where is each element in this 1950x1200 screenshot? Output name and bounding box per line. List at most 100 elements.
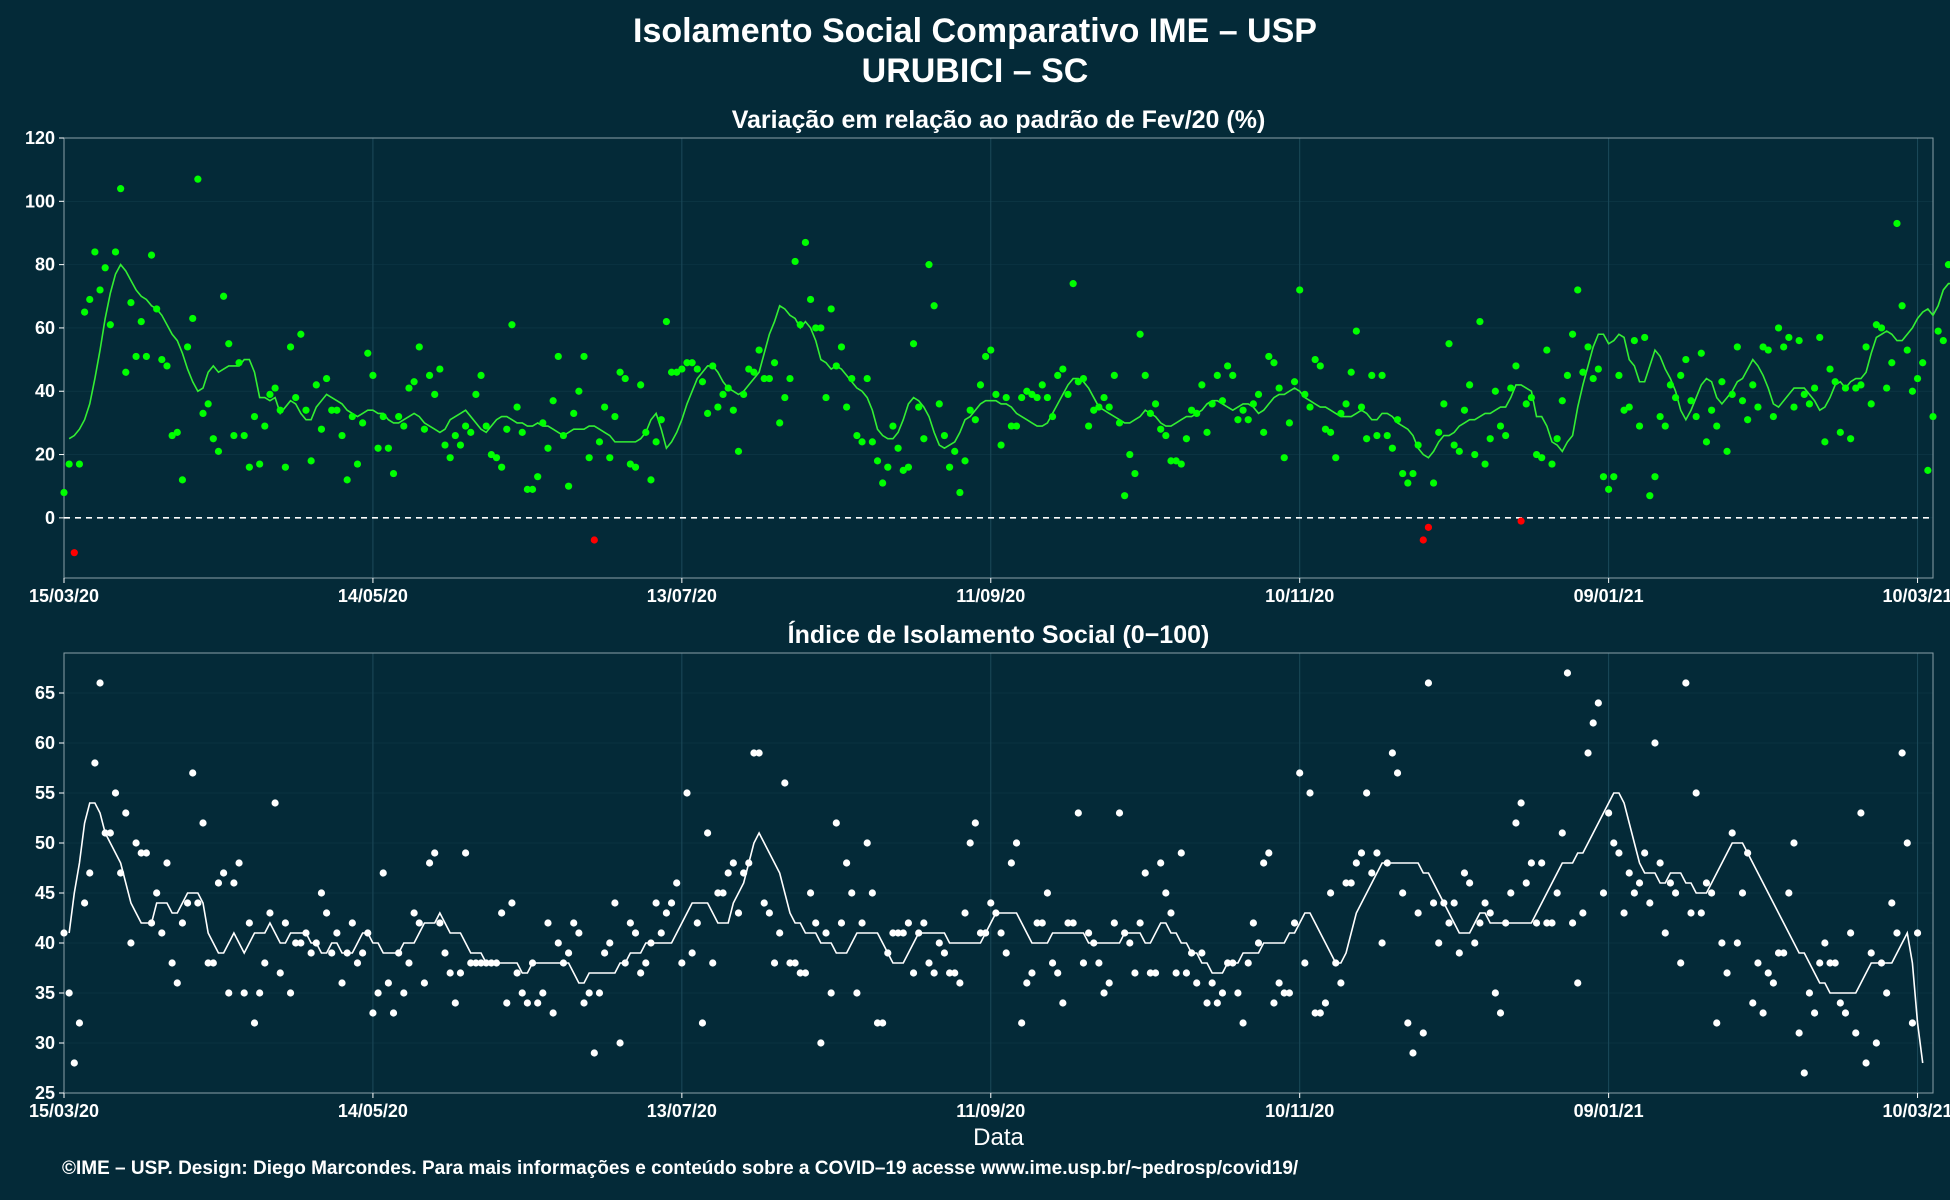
x-tick-label: 10/11/20 <box>1265 586 1334 606</box>
data-point <box>760 899 768 907</box>
data-point <box>1357 849 1366 857</box>
data-point <box>688 359 696 367</box>
data-point <box>1723 969 1731 977</box>
data-point <box>714 889 722 897</box>
data-point <box>492 454 501 462</box>
data-point <box>523 485 531 493</box>
data-point <box>261 422 269 430</box>
data-point <box>1090 406 1098 414</box>
data-point <box>487 450 495 459</box>
data-point <box>220 292 228 300</box>
data-point <box>595 438 604 446</box>
data-point <box>1908 1019 1917 1027</box>
data-point <box>1491 387 1499 395</box>
data-point <box>1260 859 1268 867</box>
data-point <box>1368 869 1376 877</box>
data-point <box>1939 336 1947 345</box>
data-point <box>693 365 701 373</box>
data-point <box>1337 979 1345 987</box>
data-point <box>1908 387 1917 395</box>
data-point <box>817 1039 825 1047</box>
data-point <box>1048 412 1057 421</box>
data-point <box>580 352 588 361</box>
data-point <box>765 374 773 383</box>
data-point <box>534 999 542 1007</box>
data-point <box>374 444 382 452</box>
data-point <box>1018 393 1026 402</box>
data-point <box>1759 1009 1767 1017</box>
data-point <box>117 185 125 193</box>
data-point <box>1486 435 1494 443</box>
data-point <box>1898 302 1906 310</box>
data-point <box>837 919 846 927</box>
data-point <box>1007 859 1015 867</box>
data-point <box>158 355 166 364</box>
data-point <box>1934 327 1942 335</box>
data-point <box>868 889 876 897</box>
data-point <box>1141 869 1149 877</box>
data-point <box>1151 400 1160 408</box>
data-point <box>513 969 521 977</box>
data-point <box>1208 400 1216 408</box>
data-point <box>1229 959 1237 967</box>
data-point <box>945 969 954 977</box>
data-point <box>1795 1029 1803 1037</box>
data-point <box>1847 929 1855 937</box>
data-point <box>250 1019 259 1027</box>
data-point <box>1532 919 1541 927</box>
data-point <box>1435 428 1443 436</box>
data-point <box>122 809 130 817</box>
data-point <box>703 829 712 837</box>
data-point <box>1651 739 1659 747</box>
data-point <box>1661 929 1669 937</box>
data-point <box>281 463 289 471</box>
data-point <box>858 919 866 927</box>
data-point <box>338 979 346 987</box>
data-point <box>472 390 480 399</box>
data-point <box>539 419 547 427</box>
data-point <box>997 929 1005 937</box>
data-point <box>966 839 974 847</box>
data-point <box>1599 473 1608 481</box>
data-point <box>101 264 109 272</box>
data-point <box>1414 909 1422 917</box>
data-point <box>657 416 665 424</box>
data-point <box>1043 393 1052 402</box>
data-point <box>1764 346 1772 354</box>
data-point <box>1749 381 1757 389</box>
data-point <box>1332 959 1340 967</box>
data-point <box>1574 979 1582 987</box>
data-point <box>333 406 341 414</box>
data-point <box>585 989 593 997</box>
data-point <box>410 378 418 386</box>
data-point <box>446 454 454 462</box>
data-point <box>1522 879 1530 887</box>
data-point <box>1074 378 1082 386</box>
data-point <box>930 302 938 310</box>
data-point <box>101 829 109 837</box>
data-point <box>1218 397 1227 405</box>
data-point <box>1620 909 1628 917</box>
data-point <box>317 889 326 897</box>
data-point <box>1630 336 1638 345</box>
data-point <box>889 422 897 430</box>
data-point <box>1687 909 1695 917</box>
data-point <box>750 749 758 757</box>
data-point <box>1218 989 1227 997</box>
y-tick-label: 45 <box>35 883 55 903</box>
data-point <box>379 412 387 421</box>
data-point <box>214 447 223 455</box>
y-tick-label: 100 <box>25 191 55 211</box>
data-point <box>1373 849 1381 857</box>
data-point <box>703 409 712 417</box>
data-point <box>477 371 485 380</box>
data-point <box>1321 425 1330 433</box>
data-point <box>1105 403 1113 411</box>
data-point <box>1399 469 1407 478</box>
data-point <box>266 909 274 917</box>
data-point <box>1615 849 1623 857</box>
data-point <box>601 949 609 957</box>
data-point <box>96 286 104 294</box>
data-point <box>544 919 552 927</box>
data-point <box>724 869 732 877</box>
